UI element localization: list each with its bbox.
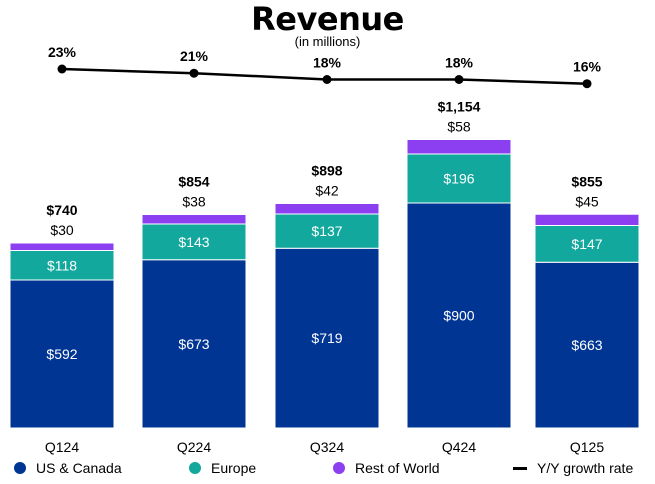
x-tick-Q224: Q224 — [177, 439, 211, 455]
bar-0-Q424 — [406, 202, 512, 429]
legend-label-us-canada: US & Canada — [36, 460, 122, 476]
growth-point-Q224 — [189, 68, 199, 78]
data-label-0-Q224: $673 — [178, 336, 209, 352]
bar-0-Q125 — [534, 261, 640, 429]
growth-point-Q424 — [454, 75, 464, 84]
total-label-Q124: $740 — [46, 202, 77, 218]
bar-1-Q125 — [534, 225, 640, 263]
total-label-Q125: $855 — [571, 173, 602, 189]
bar-0-Q124 — [9, 279, 115, 429]
growth-label-Q124: 23% — [48, 44, 77, 60]
data-label-0-Q324: $719 — [311, 330, 342, 346]
data-label-2-Q224: $38 — [182, 194, 206, 210]
bar-2-Q124 — [9, 242, 115, 251]
legend-label-rest-of-world: Rest of World — [355, 460, 440, 476]
bar-2-Q424 — [406, 139, 512, 155]
legend-item-rest-of-world: Rest of World — [333, 460, 440, 476]
bar-2-Q324 — [274, 203, 380, 215]
data-label-2-Q124: $30 — [50, 222, 74, 238]
growth-label-Q224: 21% — [180, 48, 209, 64]
data-label-1-Q125: $147 — [571, 236, 602, 252]
total-label-Q224: $854 — [178, 174, 209, 190]
data-label-0-Q124: $592 — [46, 346, 77, 362]
x-tick-Q424: Q424 — [442, 439, 476, 455]
data-label-2-Q324: $42 — [315, 183, 339, 199]
legend-swatch-us-canada — [14, 462, 26, 474]
growth-point-Q324 — [322, 75, 332, 84]
total-label-Q424: $1,154 — [438, 99, 481, 115]
data-label-2-Q125: $45 — [575, 193, 599, 209]
legend-item-europe: Europe — [189, 460, 256, 476]
data-label-2-Q424: $58 — [447, 119, 471, 135]
chart-title: Revenue — [251, 0, 404, 38]
legend-label-growth-rate: Y/Y growth rate — [537, 460, 634, 476]
data-label-1-Q324: $137 — [311, 223, 342, 239]
growth-point-Q125 — [582, 79, 592, 89]
legend-item-growth-rate: Y/Y growth rate — [513, 460, 633, 476]
x-tick-Q324: Q324 — [310, 439, 344, 455]
growth-label-Q324: 18% — [313, 55, 342, 71]
bar-1-Q124 — [9, 250, 115, 281]
growth-label-Q424: 18% — [445, 55, 474, 71]
x-tick-Q125: Q125 — [570, 439, 604, 455]
legend: US & Canada Europe Rest of World Y/Y gro… — [0, 460, 655, 480]
bar-0-Q224 — [141, 259, 247, 429]
growth-point-Q124 — [57, 64, 67, 74]
legend-swatch-growth-rate — [513, 466, 527, 470]
bar-0-Q324 — [274, 247, 380, 429]
x-tick-Q124: Q124 — [45, 439, 79, 455]
legend-label-europe: Europe — [211, 460, 257, 476]
total-label-Q324: $898 — [311, 163, 342, 179]
legend-swatch-europe — [189, 462, 201, 474]
data-label-0-Q424: $900 — [443, 308, 474, 324]
chart-subtitle: (in millions) — [294, 34, 361, 49]
bar-2-Q125 — [534, 213, 640, 226]
data-label-1-Q224: $143 — [178, 234, 209, 250]
growth-label-Q125: 16% — [573, 59, 602, 75]
data-label-0-Q125: $663 — [571, 337, 602, 353]
data-label-1-Q124: $118 — [47, 257, 77, 273]
legend-swatch-rest-of-world — [333, 462, 345, 474]
bar-2-Q224 — [141, 214, 247, 225]
data-label-1-Q424: $196 — [443, 171, 474, 187]
legend-item-us-canada: US & Canada — [14, 460, 122, 476]
